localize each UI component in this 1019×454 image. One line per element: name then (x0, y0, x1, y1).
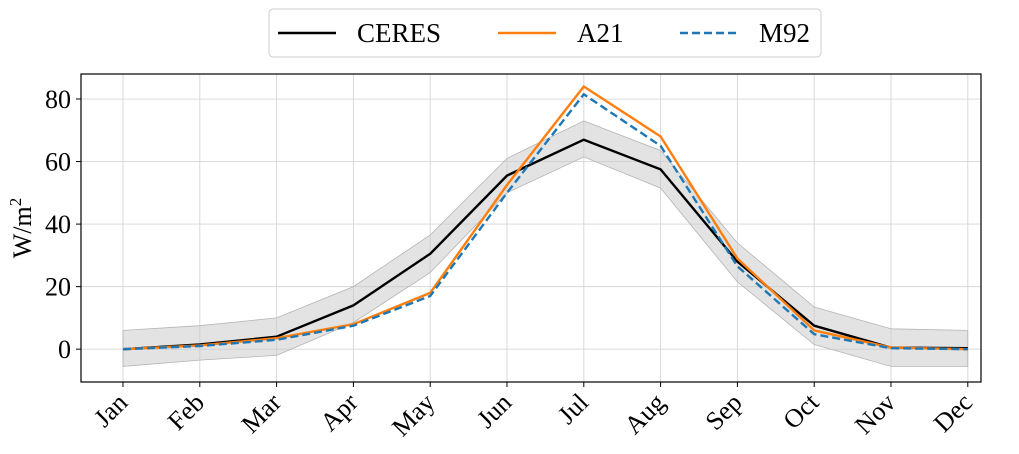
plot-area-frame (80, 73, 982, 383)
y-tick-label: 80 (45, 85, 71, 114)
legend: CERES A21 M92 (268, 8, 822, 58)
y-tick-label: 0 (58, 335, 71, 364)
uncertainty-band (122, 120, 969, 367)
series-line-m92 (122, 93, 968, 351)
series-line-ceres (122, 138, 968, 351)
legend-label-m92: M92 (759, 18, 810, 48)
y-axis-label-superscript: 2 (6, 198, 25, 207)
y-tick-label: 60 (45, 148, 71, 177)
legend-label-a21: A21 (577, 18, 624, 48)
uncertainty-band-layer (122, 120, 969, 367)
y-tick-label: 20 (45, 273, 71, 302)
y-axis-label-base: W/m (8, 206, 37, 258)
y-axis-label: W/m2 (6, 198, 37, 259)
series-layer (122, 85, 968, 351)
y-axis: 0 20 40 60 80 (45, 85, 81, 364)
y-tick-label: 40 (45, 210, 71, 239)
series-line-a21 (122, 85, 968, 351)
legend-label-ceres: CERES (357, 18, 441, 48)
